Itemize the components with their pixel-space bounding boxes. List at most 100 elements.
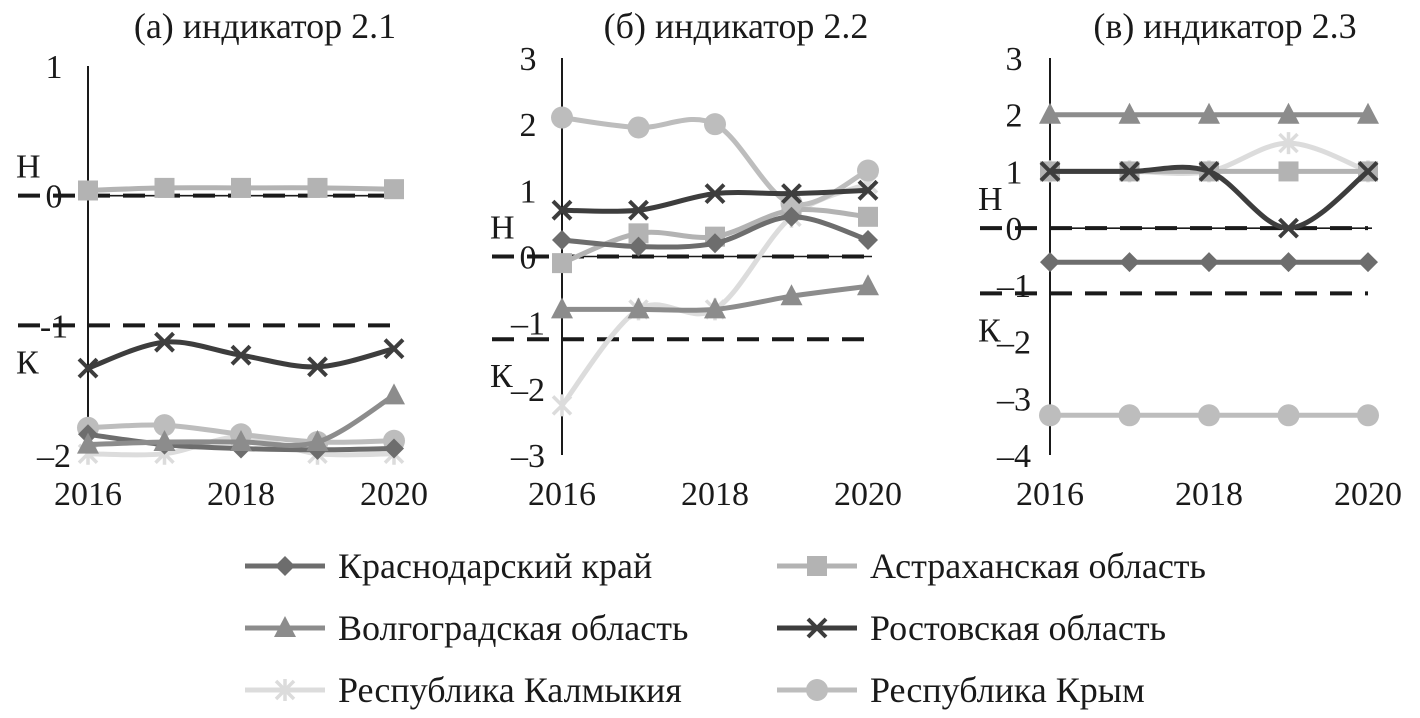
threshold-label: К xyxy=(490,358,513,395)
data-point xyxy=(1357,404,1379,427)
data-point xyxy=(153,430,176,452)
x-tick-label: 2016 xyxy=(54,476,122,513)
data-point xyxy=(1278,252,1299,273)
data-point xyxy=(705,233,725,254)
legend: Краснодарский край Астраханская область Во… xyxy=(245,546,1206,710)
data-point xyxy=(383,383,405,405)
data-point xyxy=(1040,252,1060,273)
data-point xyxy=(1358,252,1378,273)
legend-marker xyxy=(806,617,828,639)
data-point xyxy=(384,438,404,459)
data-point xyxy=(78,180,98,201)
y-tick-label: 1 xyxy=(520,173,537,210)
y-tick-label: –3 xyxy=(510,438,545,475)
y-tick-label: 2 xyxy=(520,107,537,144)
y-tick-label: –2 xyxy=(510,372,545,409)
x-tick-label: 2020 xyxy=(834,476,902,513)
data-point xyxy=(1039,404,1061,427)
x-tick-label: 2020 xyxy=(360,476,428,513)
data-point xyxy=(1277,102,1300,124)
data-point xyxy=(1118,404,1141,427)
x-tick-label: 2016 xyxy=(528,476,596,513)
series-line xyxy=(559,181,871,408)
data-point xyxy=(154,331,175,353)
y-tick-label: –3 xyxy=(996,381,1031,418)
y-tick-label: –1 xyxy=(996,268,1031,305)
data-point xyxy=(1119,161,1140,182)
data-point xyxy=(153,414,176,437)
data-point xyxy=(1198,161,1220,182)
y-tick-label: –2 xyxy=(996,325,1031,362)
legend-marker xyxy=(274,679,296,701)
data-point xyxy=(551,106,573,129)
data-point xyxy=(704,183,726,205)
data-point xyxy=(627,297,650,319)
x-tick-label: 2016 xyxy=(1016,476,1084,513)
x-tick-label: 2018 xyxy=(681,476,749,513)
data-point xyxy=(231,177,251,198)
legend-label: Астраханская область xyxy=(870,546,1206,586)
legend-marker xyxy=(274,616,296,637)
x-tick-label: 2018 xyxy=(207,476,275,513)
data-point xyxy=(781,206,802,227)
chart-panel-2: (б) индикатор 2.23210–1–2–3201620182020Н… xyxy=(490,6,902,513)
data-point xyxy=(1357,102,1379,124)
data-point xyxy=(154,177,175,198)
data-point xyxy=(551,394,573,417)
data-point xyxy=(857,159,879,182)
threshold-label: Н xyxy=(16,149,41,186)
data-point xyxy=(858,206,878,227)
data-point xyxy=(628,223,649,244)
data-point xyxy=(858,229,878,250)
data-point xyxy=(1039,161,1061,182)
data-point xyxy=(1278,161,1299,182)
data-point xyxy=(1199,252,1219,273)
data-point xyxy=(230,344,252,366)
legend-label: Республика Крым xyxy=(870,670,1145,710)
threshold-label: К xyxy=(16,344,39,381)
data-point xyxy=(1278,217,1299,239)
data-point xyxy=(704,297,726,319)
data-point xyxy=(551,199,573,221)
y-tick-label: 2 xyxy=(1006,98,1023,135)
data-point xyxy=(627,116,650,139)
x-tick-label: 2018 xyxy=(1175,476,1243,513)
legend-label: Волгоградская область xyxy=(338,608,688,648)
data-point xyxy=(384,179,404,200)
y-tick-label: 1 xyxy=(1006,154,1023,191)
data-point xyxy=(552,253,572,274)
y-tick-label: –4 xyxy=(996,438,1031,475)
data-point xyxy=(781,183,802,205)
data-point xyxy=(1277,404,1300,427)
data-point xyxy=(1198,102,1220,124)
data-point xyxy=(780,284,803,306)
data-point xyxy=(628,236,649,257)
legend-marker xyxy=(806,679,828,701)
data-point xyxy=(1118,102,1141,124)
y-tick-label: –2 xyxy=(36,438,71,475)
chart-title: (б) индикатор 2.2 xyxy=(604,6,869,46)
data-point xyxy=(1198,404,1220,427)
legend-label: Республика Калмыкия xyxy=(338,670,682,710)
chart-title: (в) индикатор 2.3 xyxy=(1093,6,1356,46)
data-point xyxy=(1278,132,1299,155)
legend-label: Ростовская область xyxy=(870,608,1166,648)
data-point xyxy=(1119,252,1140,273)
threshold-label: Н xyxy=(490,210,515,247)
data-point xyxy=(704,113,726,136)
data-point xyxy=(628,199,649,221)
x-tick-label: 2020 xyxy=(1334,476,1402,513)
legend-label: Краснодарский край xyxy=(338,546,652,586)
data-point xyxy=(307,356,328,378)
data-point xyxy=(1039,102,1061,124)
data-point xyxy=(857,274,879,296)
data-point xyxy=(383,338,405,360)
legend-marker xyxy=(275,556,295,576)
data-point xyxy=(77,357,99,379)
data-point xyxy=(230,430,252,452)
y-tick-label: 0 xyxy=(1006,211,1023,248)
data-point xyxy=(1357,161,1379,182)
